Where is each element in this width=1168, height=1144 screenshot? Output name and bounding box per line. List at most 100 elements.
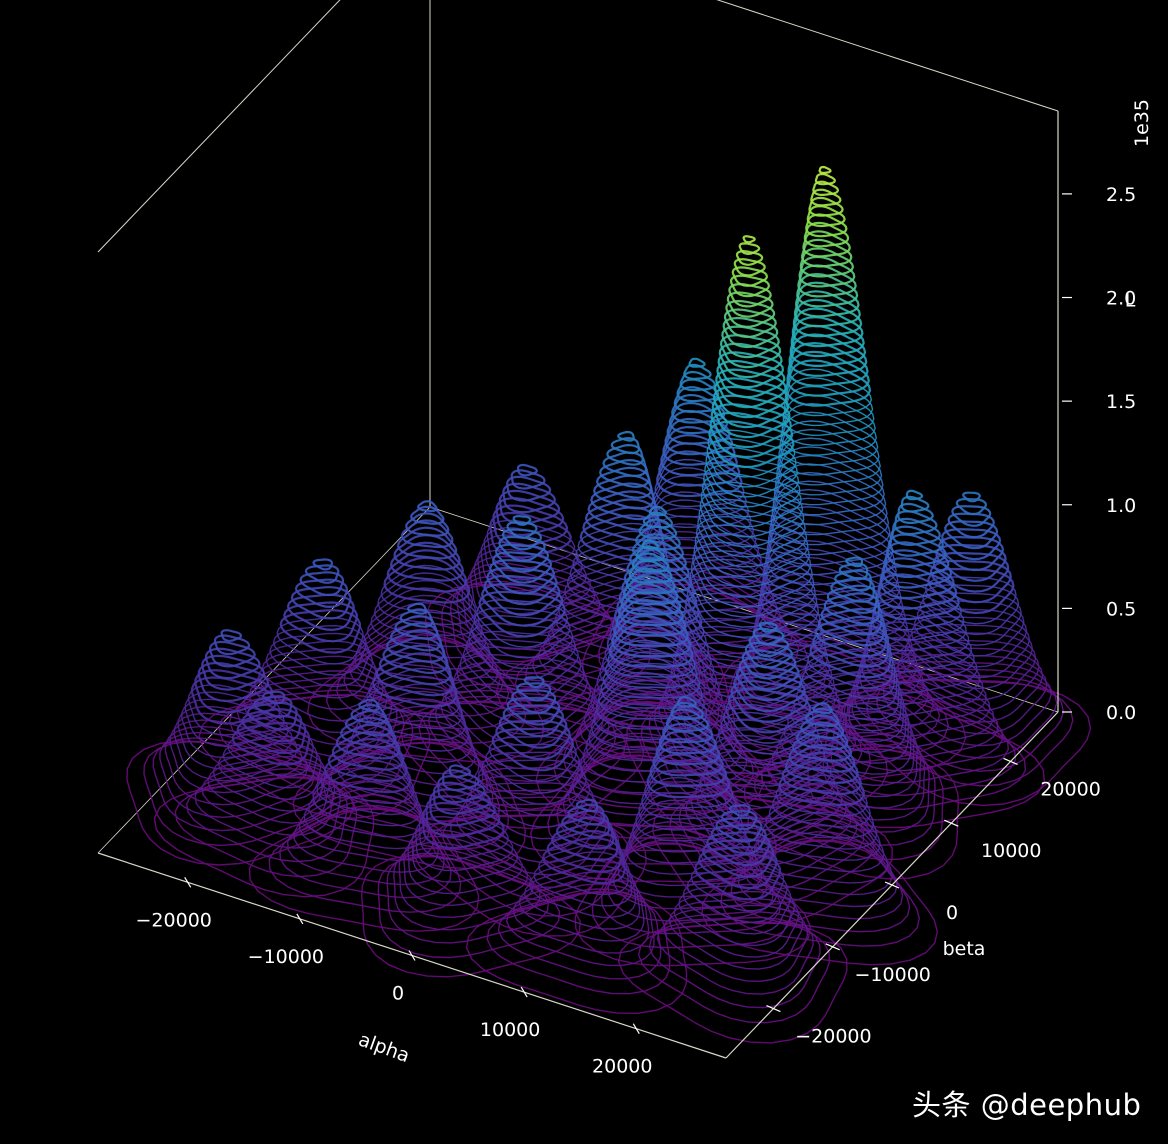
l-axis-offset-label: 1e35 xyxy=(1131,99,1153,147)
alpha-tick-mark xyxy=(632,1023,640,1035)
contour-ring xyxy=(217,742,322,801)
alpha-tick-label: −20000 xyxy=(136,909,212,931)
surface-peak xyxy=(701,702,939,966)
contour-ring xyxy=(428,788,496,827)
contour-ring xyxy=(668,897,804,970)
contour-ring xyxy=(870,597,967,652)
contour-ring xyxy=(670,701,704,721)
contour-ring xyxy=(641,539,659,550)
contour-ring xyxy=(625,806,755,875)
contour-ring xyxy=(622,575,679,605)
contour-ring xyxy=(765,789,878,850)
contour-ring xyxy=(617,590,684,627)
contour-ring xyxy=(246,701,298,731)
contour-ring xyxy=(396,526,458,560)
contour-ring xyxy=(728,804,751,817)
contour-ring xyxy=(717,351,785,389)
contour-ring xyxy=(733,672,806,712)
contour-ring xyxy=(941,528,1002,561)
contour-ring xyxy=(164,725,309,806)
contour-ring xyxy=(316,759,418,816)
contour-ring xyxy=(701,838,775,878)
l-tick-label: 1.0 xyxy=(1106,495,1136,517)
contour-ring xyxy=(470,615,574,670)
contour-ring xyxy=(799,247,855,278)
contour-ring xyxy=(601,627,715,687)
contour-ring xyxy=(714,727,826,787)
contour-ring xyxy=(418,809,509,861)
contour-ring xyxy=(406,602,428,615)
contour-ring xyxy=(625,567,676,595)
contour-ring xyxy=(820,600,883,636)
contour-ring xyxy=(358,690,470,752)
contour-ring xyxy=(465,890,688,1015)
l-tick-label: 0.0 xyxy=(1106,702,1136,724)
contour-ring xyxy=(688,357,706,368)
contour-ring xyxy=(476,599,569,648)
contour-ring xyxy=(731,266,769,287)
contour-ring xyxy=(425,795,501,838)
contour-ring xyxy=(407,829,523,895)
contour-ring xyxy=(812,702,833,715)
contour-ring xyxy=(518,871,645,942)
contour-ring xyxy=(537,614,701,705)
alpha-tick-label: −10000 xyxy=(248,946,324,968)
contour-ring xyxy=(312,767,422,827)
contour-ring xyxy=(648,505,667,517)
contour-ring xyxy=(694,524,811,588)
contour-ring xyxy=(703,464,801,518)
contour-ring xyxy=(701,839,939,966)
beta-tick-label: 0 xyxy=(946,902,958,924)
contour-ring xyxy=(784,368,873,417)
contour-ring xyxy=(676,696,697,708)
surface-peak xyxy=(360,764,581,978)
contour-ring xyxy=(718,342,783,379)
contour-ring xyxy=(761,796,881,861)
contour-ring xyxy=(710,823,767,855)
contour-ring xyxy=(735,664,803,702)
contour-ring xyxy=(722,316,779,349)
contour-ring xyxy=(312,558,333,571)
contour-ring xyxy=(604,639,698,689)
contour-ring xyxy=(772,724,922,809)
contour-ring xyxy=(386,549,468,593)
contour-ring xyxy=(727,687,812,734)
contour-ring xyxy=(723,308,777,339)
contour-ring xyxy=(781,751,862,795)
contour-ring xyxy=(818,165,832,174)
contour-ring xyxy=(377,572,477,626)
contour-ring xyxy=(706,438,797,488)
contour-ring xyxy=(354,615,499,693)
beta-tick-mark xyxy=(884,881,900,889)
contour-ring xyxy=(265,640,374,699)
contour-ring xyxy=(304,564,340,584)
contour-ring xyxy=(748,634,790,658)
contour-ring xyxy=(190,676,278,725)
beta-tick-mark xyxy=(1003,757,1018,765)
contour-ring xyxy=(735,249,764,266)
alpha-tick-label: 10000 xyxy=(480,1019,540,1041)
contour-ring xyxy=(679,370,716,392)
contour-ring xyxy=(505,883,655,967)
contour-ring xyxy=(298,787,435,862)
contour-ring xyxy=(642,511,674,529)
contour-ring xyxy=(686,575,820,649)
contour-ring xyxy=(795,281,860,318)
contour-ring xyxy=(951,505,992,527)
contour-ring xyxy=(411,822,519,883)
contour-ring xyxy=(533,851,633,907)
contour-ring xyxy=(682,876,792,935)
contour-ring xyxy=(897,502,934,524)
contour-ring xyxy=(241,708,303,743)
contour-ring xyxy=(323,745,412,794)
contour-ring xyxy=(512,877,650,954)
contour-ring xyxy=(173,712,298,782)
contour-ring xyxy=(715,368,787,409)
contour-ring xyxy=(719,334,782,369)
contour-ring xyxy=(758,621,778,633)
contour-ring xyxy=(720,810,758,831)
contour-ring xyxy=(602,647,700,699)
contour-ring xyxy=(765,514,896,586)
contour-ring xyxy=(654,458,745,508)
contour-ring xyxy=(551,822,619,862)
